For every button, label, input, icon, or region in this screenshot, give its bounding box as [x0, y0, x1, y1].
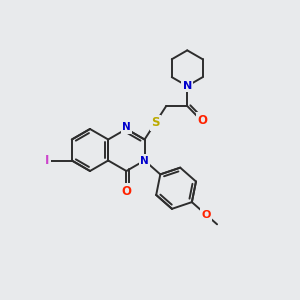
Text: O: O — [201, 210, 211, 220]
Text: O: O — [198, 114, 208, 127]
Text: I: I — [45, 154, 50, 167]
Text: N: N — [183, 81, 192, 91]
Text: N: N — [122, 122, 131, 133]
Text: N: N — [140, 155, 149, 166]
Text: S: S — [151, 116, 160, 129]
Text: O: O — [122, 185, 131, 198]
